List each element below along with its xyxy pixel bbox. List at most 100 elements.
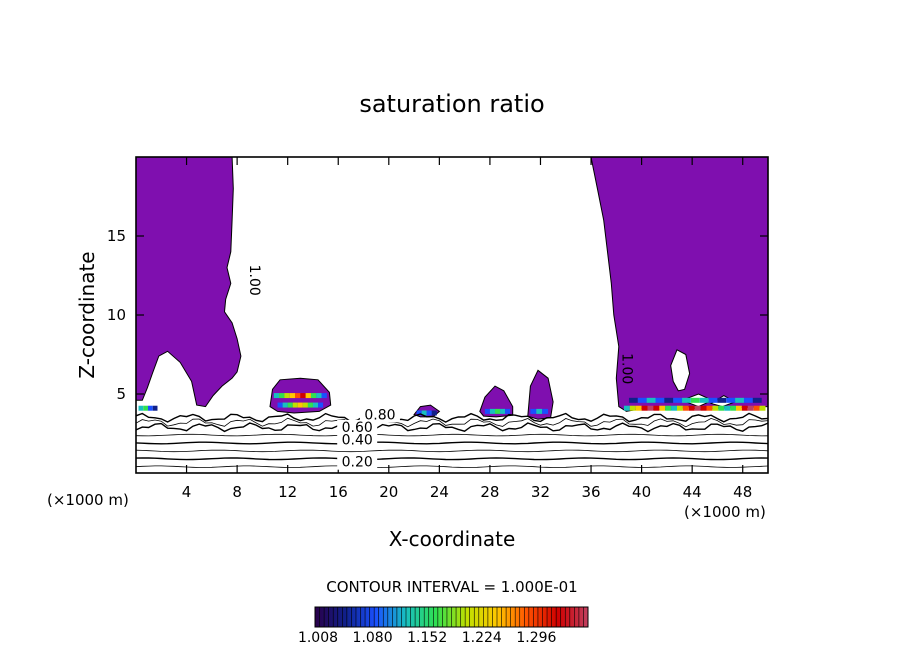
supersaturation-cell — [712, 405, 719, 411]
contour-line — [136, 422, 768, 433]
y-tick-label: 5 — [116, 385, 126, 403]
supersaturation-cell — [718, 405, 725, 411]
supersaturation-cell — [416, 410, 422, 416]
colorbar-ticks — [314, 607, 589, 627]
supersaturation-cell — [682, 405, 689, 411]
x-tick-label: 8 — [232, 483, 242, 501]
supersaturation-cell — [426, 410, 432, 416]
x-axis-label: X-coordinate — [389, 527, 516, 551]
y-tick-label: 10 — [107, 306, 126, 324]
supersaturation-cell — [659, 405, 666, 411]
supersaturation-cell — [653, 405, 660, 411]
contour-label: 1.00 — [619, 353, 635, 384]
supersaturation-cell — [530, 408, 537, 414]
supersaturation-cell — [295, 393, 301, 399]
supersaturation-cell — [694, 405, 701, 411]
colorbar-label: 1.224 — [462, 630, 502, 646]
supersaturation-cell — [318, 402, 324, 408]
supersaturation-cell — [726, 397, 736, 403]
supersaturation-cell — [752, 397, 762, 403]
x-tick-label: 20 — [379, 483, 398, 501]
x-tick-label: 24 — [430, 483, 449, 501]
supersaturation-cell — [664, 397, 674, 403]
supersaturation-cell — [676, 405, 683, 411]
supersaturation-cell — [717, 397, 727, 403]
contour-label: 1.00 — [246, 265, 262, 296]
contour-line — [136, 465, 768, 468]
x-tick-label: 44 — [683, 483, 702, 501]
x-tick-label: 48 — [733, 483, 752, 501]
supersaturation-cell — [628, 397, 638, 403]
x-tick-label: 40 — [632, 483, 651, 501]
supersaturation-cell — [284, 393, 290, 399]
x-unit-right-label: (×1000 m) — [684, 503, 766, 521]
supersaturation-cell — [310, 393, 317, 399]
supersaturation-cell — [735, 405, 742, 411]
supersaturation-cell — [647, 405, 654, 411]
supersaturation-cell — [484, 408, 490, 414]
contour-label: 0.80 — [364, 407, 395, 423]
x-tick-label: 4 — [182, 483, 192, 501]
supersaturation-cell — [690, 397, 700, 403]
contour-label-bg — [337, 419, 378, 435]
supersaturation-cell — [724, 405, 731, 411]
contour-line — [136, 417, 768, 428]
supersaturation-cell — [316, 393, 322, 399]
supersaturation-cell — [665, 405, 672, 411]
contour-line — [136, 441, 768, 445]
supersaturation-cell — [646, 397, 656, 403]
supersaturation-cell — [741, 405, 748, 411]
supersaturation-cell — [735, 397, 744, 403]
contour-interval-label: CONTOUR INTERVAL = 1.000E-01 — [326, 578, 577, 596]
supersaturation-cell — [688, 405, 695, 411]
supersaturation-cell — [505, 408, 511, 414]
supersaturation-cell — [421, 410, 427, 416]
supersaturation-cell — [629, 405, 636, 411]
x-tick-label: 36 — [581, 483, 600, 501]
x-tick-label: 12 — [278, 483, 297, 501]
contour-label-bg — [359, 407, 400, 423]
supersaturation-cell — [542, 408, 549, 414]
supersaturation-cell — [700, 405, 707, 411]
contour-label: 0.40 — [342, 433, 373, 449]
contour-label-bg — [337, 454, 378, 470]
supersaturation-cell — [292, 402, 298, 408]
supersaturation-cell — [307, 402, 313, 408]
contour-label: 0.20 — [342, 455, 373, 471]
supersaturation-cell — [297, 402, 303, 408]
supersaturation-cell — [536, 408, 543, 414]
plot-area — [136, 157, 768, 473]
contour-labels: 1.00 1.00 0.800.600.40 0.20 — [246, 265, 635, 471]
supersaturation-cell — [699, 397, 709, 403]
supersaturation-cell — [753, 405, 760, 411]
supersaturation-cell — [321, 393, 327, 399]
supersaturation-cell — [279, 393, 285, 399]
supersaturation-cell — [282, 402, 288, 408]
supersaturation-cell — [273, 393, 280, 399]
y-tick-label: 15 — [107, 227, 126, 245]
supersaturation-cell — [287, 402, 293, 408]
supersaturation-cell — [623, 405, 630, 411]
colorbar-labels: 1.008 1.080 1.152 1.224 1.296 — [298, 630, 557, 646]
supersaturation-cell — [635, 405, 642, 411]
x-tick-label: 32 — [531, 483, 550, 501]
supersaturation-cell — [148, 405, 153, 411]
contour-label-bg — [337, 432, 378, 448]
supersaturation-cell — [305, 393, 311, 399]
supersaturation-cell — [708, 397, 718, 403]
supersaturation-cell — [641, 405, 648, 411]
supersaturation-cell — [138, 405, 144, 411]
supersaturation-cell — [494, 408, 501, 414]
colorbar-label: 1.080 — [353, 630, 393, 646]
colorbar-label: 1.296 — [516, 630, 556, 646]
supersaturation-cell — [747, 405, 754, 411]
supersaturation-cell — [637, 397, 647, 403]
colorbar-label: 1.008 — [298, 630, 338, 646]
supersaturation-cell — [743, 397, 753, 403]
supersaturation-cell — [655, 397, 665, 403]
supersaturation-cell — [431, 410, 437, 416]
colorbar-label: 1.152 — [407, 630, 447, 646]
supersaturation-cell — [489, 408, 495, 414]
supersaturation-cell — [706, 405, 713, 411]
